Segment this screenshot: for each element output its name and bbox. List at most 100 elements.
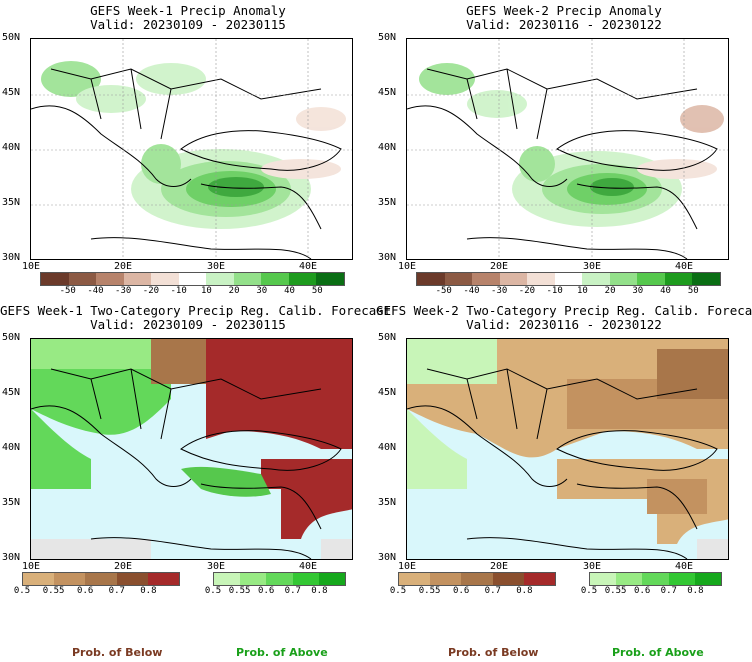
panel-valid: Valid: 20230109 - 20230115 (90, 317, 286, 332)
lon-label: 30E (583, 561, 602, 572)
colorbar-tick-label: 0.8 (311, 586, 328, 596)
colorbar-swatch (151, 273, 179, 285)
panel-title: GEFS Week-2 Precip Anomaly (466, 3, 662, 18)
colorbar-tick-label: 0.55 (418, 586, 441, 596)
colorbar-swatch (590, 573, 617, 585)
colorbar-swatch (316, 273, 345, 285)
colorbar-swatch (233, 273, 262, 285)
colorbar-swatch (664, 273, 693, 285)
colorbar-tick-label: 0.5 (389, 586, 407, 596)
colorbar-tick-label: -10 (546, 286, 563, 296)
colorbar-tick-label: 50 (687, 286, 699, 296)
colorbar-tick-label: 0.6 (258, 586, 275, 596)
colorbar-tick-label: 10 (576, 286, 588, 296)
colorbar-tick-label: -10 (170, 286, 187, 296)
colorbar-tick-label: 0.5 (13, 586, 31, 596)
colorbar-swatch (178, 273, 207, 285)
colorbar-tick-label: 0.7 (108, 586, 125, 596)
lat-label: 45N (2, 387, 21, 398)
colorbar-tick-label: 0.7 (484, 586, 501, 596)
week2-anomaly-panel: GEFS Week-2 Precip Anomaly Valid: 202301… (376, 0, 752, 300)
colorbar-swatch (266, 573, 293, 585)
colorbar-swatch (582, 273, 610, 285)
lon-label: 10E (22, 261, 41, 272)
colorbar-swatch (444, 273, 473, 285)
colorbar-swatch (430, 573, 462, 585)
lon-label: 20E (490, 561, 509, 572)
colorbar-tick-label: 10 (200, 286, 212, 296)
colorbar-swatch (23, 573, 55, 585)
lon-label: 10E (398, 561, 417, 572)
lat-label: 35N (2, 497, 21, 508)
lat-label: 35N (378, 197, 397, 208)
lon-label: 20E (114, 261, 133, 272)
week2-probability-panel: GEFS Week-2 Two-Category Precip Reg. Cal… (376, 300, 752, 600)
colorbar-tick-label: 0.55 (228, 586, 251, 596)
lon-label: 40E (675, 561, 694, 572)
colorbar-tick-label: 0.7 (284, 586, 301, 596)
lat-label: 45N (378, 87, 397, 98)
colorbar-tick-label: -30 (491, 286, 508, 296)
colorbar-tick-label: 20 (604, 286, 616, 296)
colorbar-swatch (637, 273, 665, 285)
colorbar-swatch (642, 573, 669, 585)
colorbar-tick-label: -50 (435, 286, 452, 296)
week1-probability-panel: GEFS Week-1 Two-Category Precip Reg. Cal… (0, 300, 392, 600)
colorbar-tick-label: -30 (115, 286, 132, 296)
colorbar-swatch (116, 573, 148, 585)
colorbar-tick-label: 0.8 (516, 586, 533, 596)
colorbar-swatch (499, 273, 528, 285)
lat-label: 35N (378, 497, 397, 508)
lat-label: 30N (378, 252, 397, 263)
colorbar-tick-label: 0.5 (580, 586, 598, 596)
colorbar-swatch (609, 273, 638, 285)
colorbar-tick-label: 40 (660, 286, 671, 296)
lat-label: 50N (378, 332, 397, 343)
colorbar-swatch (54, 573, 86, 585)
colorbar-tick-label: 0.55 (604, 586, 627, 596)
colorbar-tick-label: -50 (59, 286, 76, 296)
lat-label: 45N (2, 87, 21, 98)
lon-label: 40E (675, 261, 694, 272)
colorbar-swatch (68, 273, 97, 285)
colorbar-tick-label: 0.7 (660, 586, 677, 596)
colorbar-swatch (96, 273, 124, 285)
colorbar-tick-label: -40 (87, 286, 104, 296)
colorbar-swatch (206, 273, 234, 285)
lat-label: 40N (378, 442, 397, 453)
colorbar-tick-label: 0.6 (634, 586, 651, 596)
lon-label: 40E (299, 261, 318, 272)
anomaly-colorbar (40, 272, 345, 286)
lon-label: 20E (490, 261, 509, 272)
colorbar-tick-label: 30 (256, 286, 268, 296)
prob-below-label: Prob. of Below (448, 646, 539, 659)
lat-label: 30N (378, 552, 397, 563)
lon-label: 30E (207, 561, 226, 572)
colorbar-tick-label: 50 (311, 286, 323, 296)
prob-below-colorbar (398, 572, 556, 586)
colorbar-swatch (472, 273, 500, 285)
lat-label: 40N (378, 142, 397, 153)
panel-valid: Valid: 20230116 - 20230122 (466, 17, 662, 32)
colorbar-swatch (461, 573, 493, 585)
lat-label: 30N (2, 552, 21, 563)
panel-title: GEFS Week-2 Two-Category Precip Reg. Cal… (376, 303, 752, 318)
anomaly-colorbar (416, 272, 721, 286)
prob-below-colorbar (22, 572, 180, 586)
colorbar-tick-label: 0.8 (687, 586, 704, 596)
colorbar-swatch (85, 573, 117, 585)
prob-above-colorbar (589, 572, 722, 586)
colorbar-tick-label: 0.6 (77, 586, 94, 596)
colorbar-swatch (318, 573, 346, 585)
lat-label: 40N (2, 442, 21, 453)
colorbar-swatch (41, 273, 69, 285)
colorbar-swatch (668, 573, 695, 585)
colorbar-swatch (616, 573, 643, 585)
lon-label: 30E (207, 261, 226, 272)
lon-label: 10E (398, 261, 417, 272)
panel-title: GEFS Week-1 Two-Category Precip Reg. Cal… (0, 303, 392, 318)
colorbar-swatch (292, 573, 319, 585)
prob-above-label: Prob. of Above (612, 646, 704, 659)
probability-map (406, 338, 729, 560)
colorbar-swatch (554, 273, 583, 285)
